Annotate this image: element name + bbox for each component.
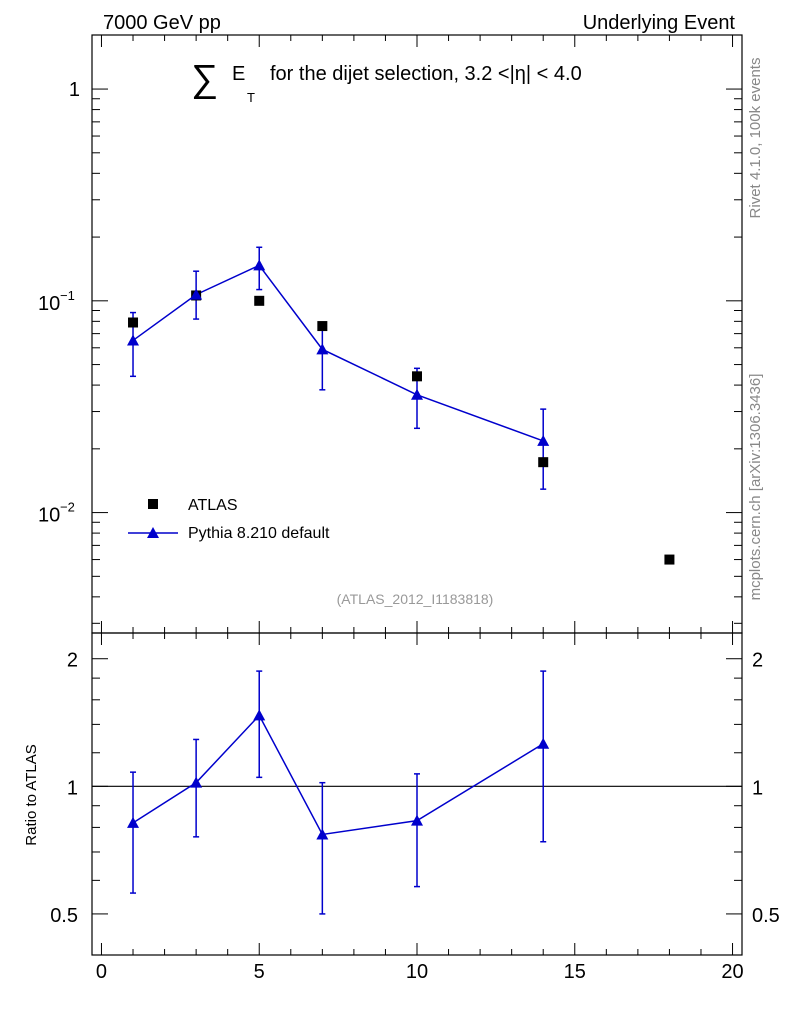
atlas-data-point bbox=[317, 321, 328, 332]
atlas-data-point bbox=[254, 295, 265, 306]
pythia-data-point bbox=[316, 343, 329, 355]
atlas-data-point bbox=[664, 554, 675, 565]
header-energy-label: 7000 GeV pp bbox=[103, 12, 221, 34]
ratio-y-tick-label: 2 bbox=[67, 650, 78, 672]
pythia-data-point bbox=[411, 388, 423, 400]
ratio-y-tick-label: 1 bbox=[67, 777, 78, 799]
atlas-data-point bbox=[538, 457, 549, 468]
atlas-data-point bbox=[128, 317, 139, 328]
title-sum-symbol: ∑ bbox=[191, 58, 218, 100]
mcplots-source-label: mcplots.cern.ch [arXiv:1306.3436] bbox=[747, 374, 764, 601]
ratio-y-tick-label-right: 0.5 bbox=[752, 905, 780, 927]
atlas-data-point bbox=[412, 371, 422, 382]
y-tick-label-exponent: −2 bbox=[60, 500, 75, 515]
pythia-data-point bbox=[190, 288, 203, 300]
title-t-subscript: T bbox=[247, 90, 255, 105]
axis-ticks bbox=[92, 35, 742, 955]
y-tick-label-exponent: −1 bbox=[60, 288, 75, 303]
legend-pythia-label: Pythia 8.210 default bbox=[188, 525, 330, 542]
pythia-line bbox=[132, 264, 544, 442]
pythia-data-point bbox=[253, 259, 266, 271]
ratio-y-axis-label: Ratio to ATLAS bbox=[23, 744, 40, 845]
data-marks bbox=[92, 246, 742, 915]
legend-atlas-label: ATLAS bbox=[188, 497, 238, 514]
plot-title: ∑ E T for the dijet selection, 3.2 <|η| … bbox=[191, 58, 582, 105]
x-tick-label: 15 bbox=[564, 961, 586, 983]
rivet-version-label: Rivet 4.1.0, 100k events bbox=[747, 58, 764, 219]
title-e-symbol: E bbox=[232, 63, 245, 85]
analysis-watermark: (ATLAS_2012_I1183818) bbox=[337, 591, 494, 607]
ratio-y-tick-label: 0.5 bbox=[50, 905, 78, 927]
ratio-data-point bbox=[190, 776, 203, 788]
x-tick-label: 0 bbox=[96, 961, 107, 983]
ratio-data-point bbox=[253, 709, 266, 721]
ratio-data-point bbox=[127, 816, 140, 828]
legend-atlas-marker bbox=[148, 499, 158, 509]
ratio-y-tick-label-right: 1 bbox=[752, 777, 763, 799]
ratio-data-point bbox=[316, 828, 329, 840]
legend: ATLAS Pythia 8.210 default bbox=[128, 497, 330, 542]
y-tick-label-base: 10 bbox=[38, 505, 60, 527]
pythia-data-point bbox=[127, 334, 140, 346]
ratio-y-tick-label-right: 2 bbox=[752, 650, 763, 672]
ratio-line bbox=[132, 714, 544, 836]
title-text: for the dijet selection, 3.2 <|η| < 4.0 bbox=[270, 63, 582, 85]
header-category-label: Underlying Event bbox=[583, 12, 736, 34]
x-tick-label: 5 bbox=[254, 961, 265, 983]
x-tick-label: 20 bbox=[721, 961, 743, 983]
ratio-data-point bbox=[537, 737, 550, 749]
pythia-data-point bbox=[537, 434, 550, 446]
ratio-data-point bbox=[411, 814, 423, 826]
legend-pythia-marker bbox=[147, 527, 159, 538]
x-tick-label: 10 bbox=[406, 961, 428, 983]
main-plot-frame bbox=[91, 34, 743, 634]
y-tick-label-base: 10 bbox=[38, 293, 60, 315]
y-tick-label: 1 bbox=[69, 79, 80, 101]
